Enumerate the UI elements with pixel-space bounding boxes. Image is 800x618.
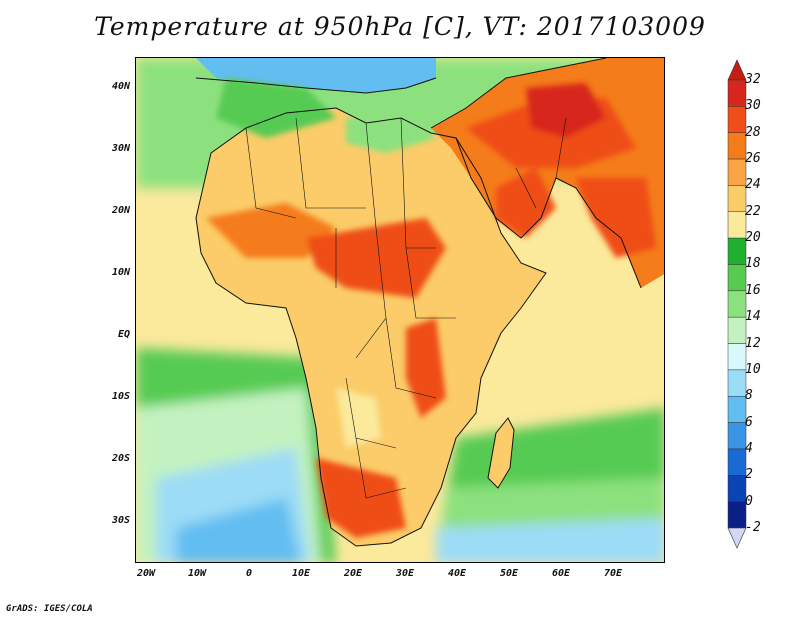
colorbar-segment bbox=[727, 316, 747, 344]
lon-tick-40e: 40E bbox=[447, 568, 467, 579]
colorbar-segment bbox=[727, 158, 747, 186]
lat-tick-10n: 10N bbox=[111, 267, 130, 278]
europe-landmass bbox=[196, 58, 436, 93]
map-panel bbox=[135, 57, 665, 563]
lat-tick-40n: 40N bbox=[111, 81, 130, 92]
lon-tick-30e: 30E bbox=[395, 568, 415, 579]
land-hotspots bbox=[206, 78, 656, 538]
colorbar-segment bbox=[727, 448, 747, 476]
colorbar-label: 12 bbox=[745, 335, 761, 351]
colorbar-label: 8 bbox=[745, 388, 753, 404]
lat-tick-20s: 20S bbox=[111, 453, 130, 464]
colorbar-segment bbox=[727, 106, 747, 133]
colorbar-segment bbox=[727, 422, 747, 450]
madagascar-landmass bbox=[488, 418, 514, 488]
colorbar-segment bbox=[727, 237, 747, 265]
lon-tick-0: 0 bbox=[245, 568, 253, 579]
lat-tick-10s: 10S bbox=[111, 391, 130, 402]
colorbar-segment bbox=[727, 501, 747, 529]
chart-title: Temperature at 950hPa [C], VT: 201710300… bbox=[94, 12, 706, 41]
lat-tick-30s: 30S bbox=[111, 515, 130, 526]
colorbar-label: 32 bbox=[745, 72, 761, 87]
lon-tick-10w: 10W bbox=[187, 568, 207, 579]
colorbar-segment bbox=[727, 185, 747, 213]
colorbar-label: 6 bbox=[745, 414, 753, 430]
colorbar-label: 0 bbox=[745, 493, 753, 509]
colorbar-label: 22 bbox=[745, 203, 761, 219]
temperature-map bbox=[136, 58, 664, 562]
colorbar-label: 26 bbox=[745, 151, 761, 167]
lon-tick-50e: 50E bbox=[499, 568, 519, 579]
colorbar-segment bbox=[727, 290, 747, 318]
colorbar-label: 16 bbox=[745, 282, 761, 298]
colorbar-label: 28 bbox=[745, 124, 761, 140]
colorbar-label: 20 bbox=[745, 230, 761, 246]
lat-tick-eq: EQ bbox=[117, 329, 130, 340]
colorbar-segment bbox=[727, 79, 747, 107]
colorbar-label: 10 bbox=[745, 361, 761, 377]
colorbar-segment bbox=[727, 343, 747, 371]
lon-tick-20e: 20E bbox=[343, 568, 363, 579]
colorbar-label: 24 bbox=[745, 177, 761, 193]
lon-tick-10e: 10E bbox=[291, 568, 311, 579]
colorbar-bottom-arrow bbox=[727, 527, 747, 549]
colorbar-segment bbox=[727, 395, 747, 423]
colorbar-label: 4 bbox=[745, 440, 753, 456]
colorbar-legend bbox=[727, 59, 747, 549]
colorbar-segment bbox=[727, 264, 747, 292]
colorbar-segment bbox=[727, 211, 747, 239]
colorbar-label: 14 bbox=[745, 309, 761, 325]
lon-tick-60e: 60E bbox=[551, 568, 571, 579]
colorbar-segment bbox=[727, 475, 747, 502]
lon-tick-20w: 20W bbox=[136, 568, 156, 579]
country-borders bbox=[245, 117, 567, 499]
colorbar-label: -2 bbox=[745, 520, 761, 535]
colorbar-label: 18 bbox=[745, 256, 761, 272]
coastlines bbox=[195, 58, 642, 547]
lon-tick-70e: 70E bbox=[603, 568, 623, 579]
lat-tick-20n: 20N bbox=[111, 205, 130, 216]
lat-tick-30n: 30N bbox=[111, 143, 130, 154]
colorbar-segment bbox=[727, 369, 747, 397]
colorbar-label: 30 bbox=[745, 98, 761, 114]
footer-credit: GrADS: IGES/COLA bbox=[6, 604, 93, 614]
colorbar-segment bbox=[727, 132, 747, 160]
colorbar-label: 2 bbox=[745, 467, 753, 483]
colorbar-top-arrow bbox=[727, 59, 747, 81]
